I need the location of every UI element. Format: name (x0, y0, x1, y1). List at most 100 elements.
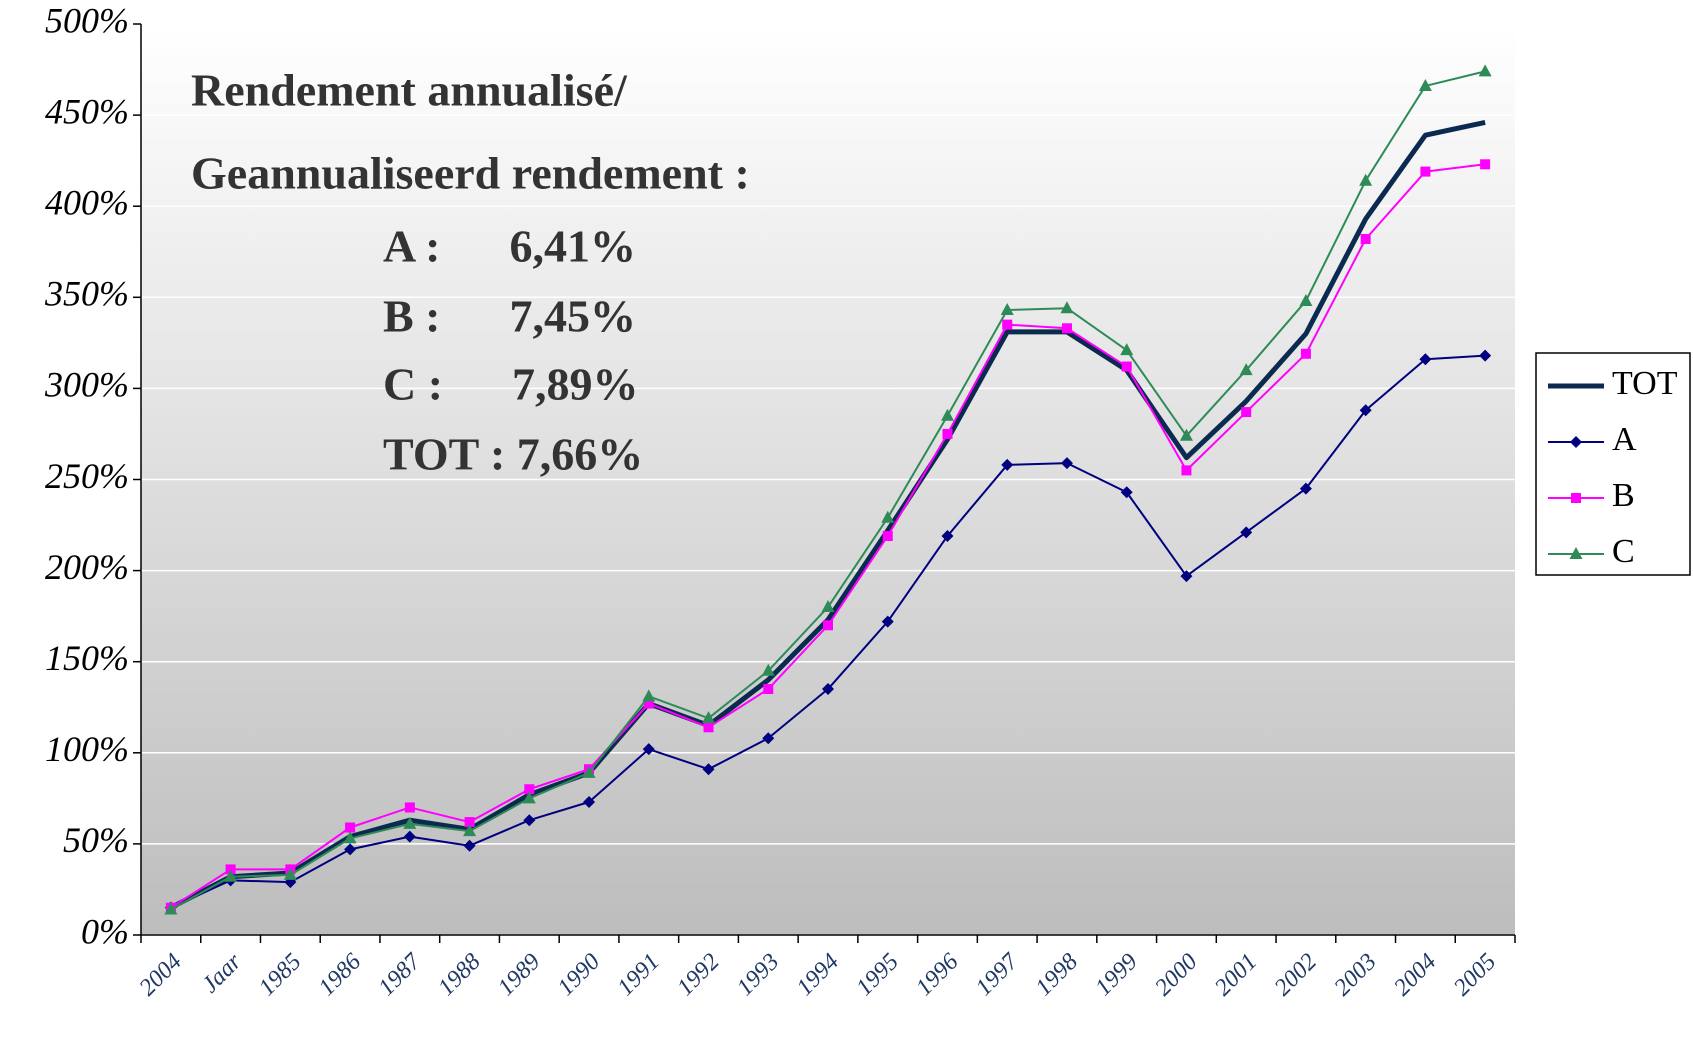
data-point (1300, 348, 1311, 359)
annotation: TOT : 7,66% (383, 429, 643, 480)
x-tick-label: 2005 (1449, 949, 1501, 1001)
data-point (1239, 363, 1253, 376)
data-point (463, 824, 477, 837)
data-point (642, 743, 655, 756)
data-point (403, 830, 416, 843)
annotation: Geannualiseerd rendement : (191, 148, 750, 199)
x-tick-label: 2000 (1150, 949, 1202, 1001)
data-point (464, 817, 475, 828)
x-tick-label: 1987 (374, 948, 427, 1001)
x-tick-label: 2004 (135, 949, 187, 1001)
annotation: B : 7,45% (383, 291, 636, 342)
legend-label: TOT (1612, 365, 1678, 402)
data-point (702, 763, 715, 776)
legend-label: B (1612, 477, 1635, 514)
data-point (345, 822, 356, 833)
data-point (1181, 465, 1192, 476)
x-tick-label: 1991 (613, 949, 665, 1001)
data-point (1180, 570, 1193, 583)
data-point (224, 869, 238, 882)
data-point (404, 802, 415, 813)
series-line (169, 119, 1486, 910)
y-tick-label: 400% (45, 182, 129, 222)
y-tick-label: 500% (45, 0, 129, 40)
legend-label: A (1612, 421, 1637, 458)
y-tick-label: 0% (81, 911, 129, 951)
data-point (942, 428, 953, 439)
annotation: C : 7,89% (383, 359, 639, 410)
y-tick-label: 150% (45, 638, 129, 678)
data-point (524, 784, 535, 795)
data-point (522, 791, 536, 804)
y-tick-label: 200% (45, 547, 129, 587)
data-point (1060, 301, 1074, 314)
data-point (940, 408, 954, 421)
data-point (1418, 78, 1432, 91)
x-tick-label: 1989 (493, 949, 545, 1001)
x-tick-label: 1998 (1031, 949, 1083, 1001)
data-point (1000, 303, 1014, 316)
x-tick-label: 1986 (314, 949, 366, 1001)
y-tick-label: 250% (45, 456, 129, 496)
data-point (1420, 166, 1431, 177)
data-point (822, 683, 834, 696)
legend-marker (1569, 547, 1583, 559)
x-tick-label: 2001 (1210, 949, 1262, 1001)
x-tick-label: 1996 (911, 949, 963, 1001)
data-point (1120, 486, 1133, 499)
data-point (881, 615, 894, 628)
y-tick-label: 300% (44, 365, 129, 405)
data-point (164, 902, 178, 915)
data-point (1060, 457, 1073, 470)
data-point (763, 684, 774, 695)
data-point (1359, 173, 1373, 186)
x-tick-label: 1993 (732, 949, 784, 1001)
data-point (1480, 159, 1491, 170)
data-point (1002, 319, 1013, 330)
x-tick-label: 1992 (672, 949, 724, 1001)
data-point (882, 530, 893, 541)
data-point (702, 711, 716, 724)
data-point (403, 816, 417, 829)
data-point (225, 864, 236, 875)
x-tick-label: 1988 (433, 949, 485, 1001)
x-tick-label: 1995 (852, 949, 904, 1001)
x-tick-label: 1985 (254, 949, 306, 1001)
data-point (703, 722, 714, 733)
x-tick-label: 1997 (971, 948, 1024, 1001)
x-tick-label: 1994 (792, 949, 844, 1001)
data-point (463, 839, 476, 852)
legend-marker (1570, 436, 1582, 448)
data-point (1479, 349, 1492, 362)
legend-box (1535, 352, 1691, 576)
data-point (1360, 233, 1371, 244)
annotation: Rendement annualisé/ (191, 65, 628, 116)
data-point (823, 620, 833, 631)
x-tick-label: 2004 (1389, 949, 1441, 1001)
x-tick-label: 1990 (553, 949, 605, 1001)
data-point (1419, 353, 1432, 366)
data-point (1299, 293, 1313, 306)
data-point (1241, 407, 1252, 418)
legend-marker (1571, 493, 1581, 503)
data-point (1001, 458, 1014, 471)
x-tick-label: Jaar (197, 948, 247, 998)
annotation: A : 6,41% (383, 221, 636, 272)
y-tick-label: 450% (45, 91, 129, 131)
data-point (881, 510, 895, 523)
data-point (1120, 343, 1134, 356)
data-point (583, 795, 596, 808)
y-tick-label: 350% (44, 274, 129, 314)
data-point (283, 867, 297, 880)
x-tick-label: 2003 (1329, 949, 1381, 1001)
data-point (941, 529, 954, 542)
data-point (761, 663, 775, 676)
data-point (1299, 482, 1312, 495)
data-point (1478, 64, 1492, 77)
data-point (1359, 404, 1372, 417)
y-tick-label: 50% (63, 820, 129, 860)
data-point (1121, 361, 1132, 372)
legend-label: C (1612, 533, 1635, 570)
data-point (523, 814, 536, 827)
x-tick-label: 2002 (1270, 949, 1322, 1001)
